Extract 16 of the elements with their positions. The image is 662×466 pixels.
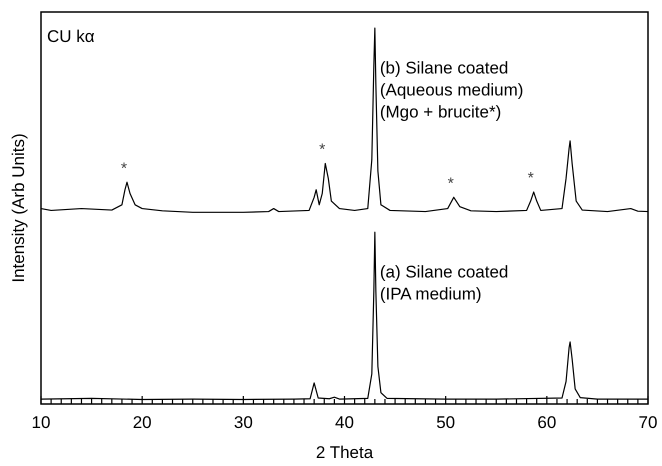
annotation: * [319, 141, 326, 158]
x-tick-label: 40 [335, 413, 354, 432]
x-tick-label: 20 [132, 413, 152, 432]
annotation: CU kα [47, 27, 95, 46]
series-label: (a) Silane coated (IPA medium) [380, 262, 508, 304]
x-tick-label: 70 [638, 413, 658, 432]
annotation: * [120, 160, 128, 178]
series-label: (b) Silane coated (Aqueous medium) (Mgo + brucite*) [380, 58, 524, 122]
y-axis-title: Intensity (Arb Units) [9, 133, 28, 283]
annotation: * [448, 175, 454, 192]
x-tick-label: 60 [537, 413, 556, 432]
x-tick-label: 10 [32, 413, 50, 432]
x-tick-label: 50 [436, 413, 456, 432]
annotation: * [528, 170, 534, 188]
x-axis-title: 2 Theta [316, 443, 374, 462]
x-tick-label: 30 [234, 413, 253, 432]
